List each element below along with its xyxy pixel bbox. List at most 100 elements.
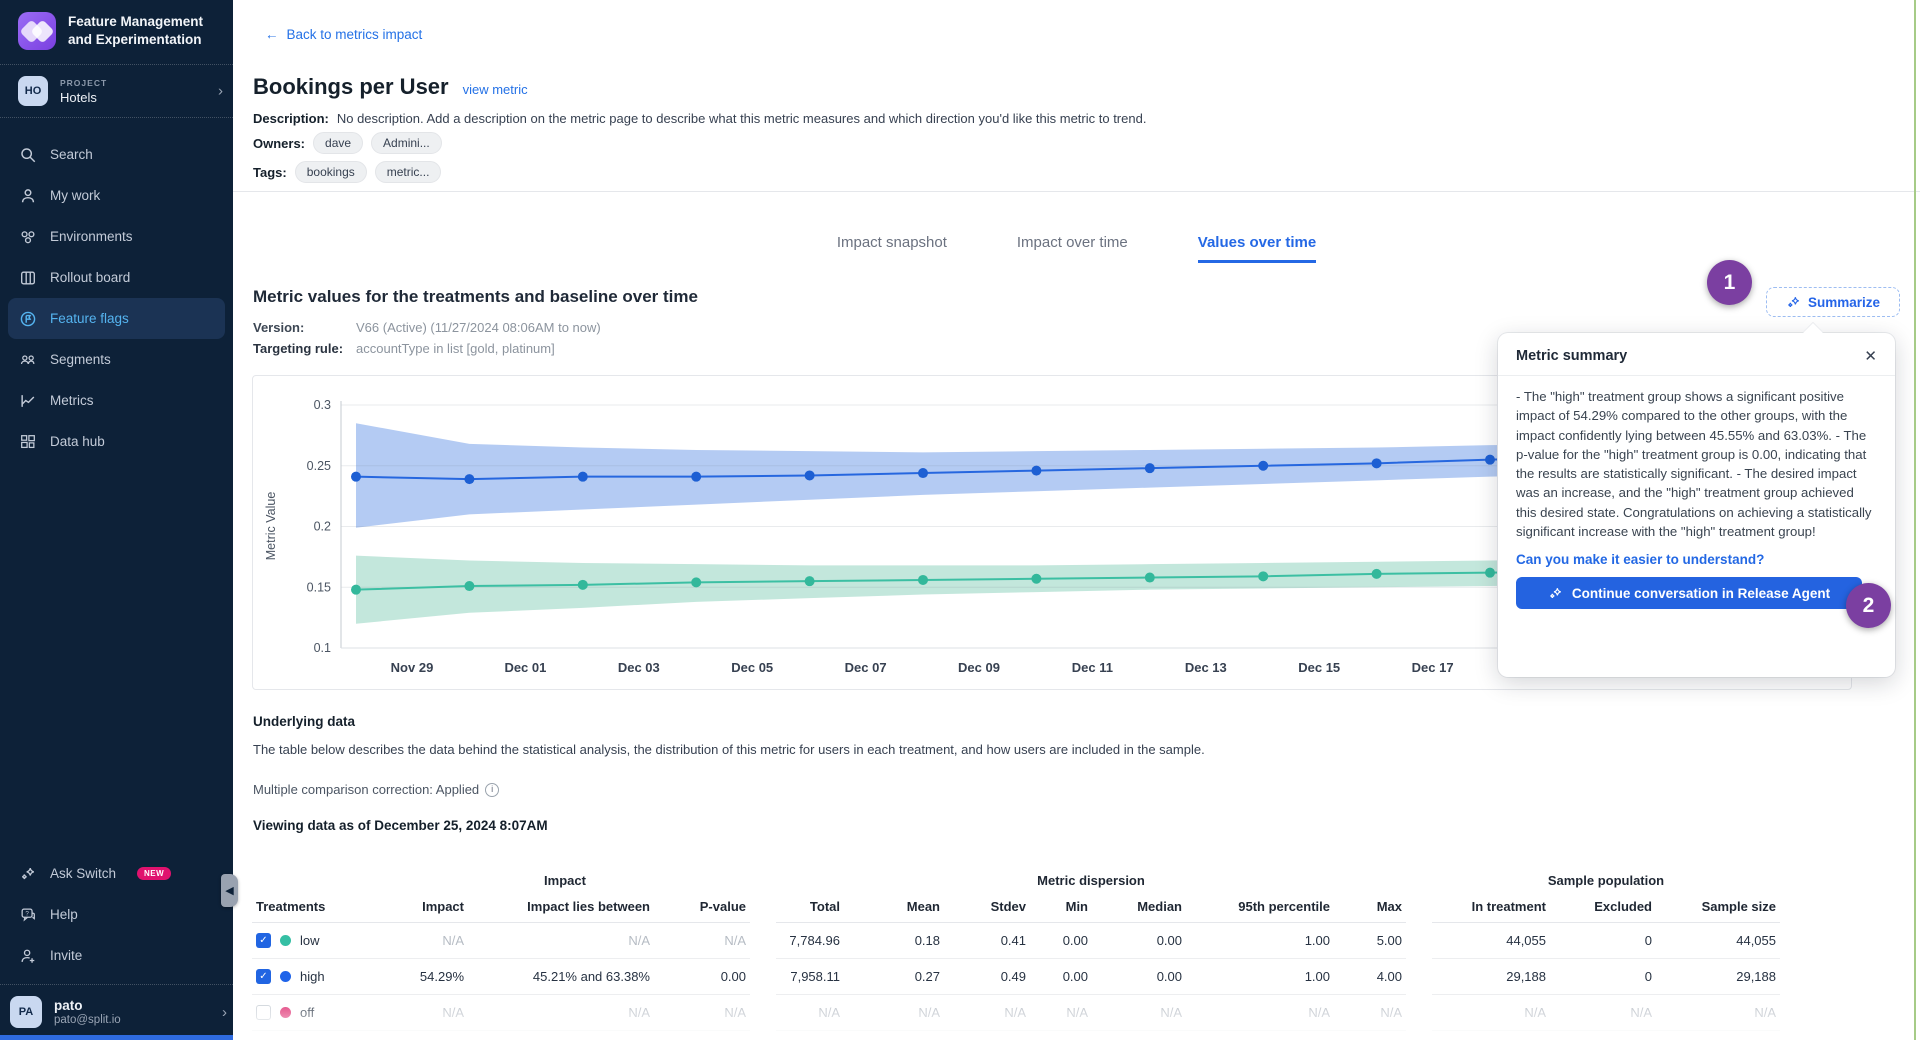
metrics-chart-icon <box>21 394 35 407</box>
table-cell: 0.41 <box>944 922 1030 959</box>
treatment-checkbox[interactable]: ✓ <box>256 968 271 984</box>
project-badge: HO <box>18 76 48 106</box>
svg-text:Metric Value: Metric Value <box>264 492 278 561</box>
sidebar-item-my-work[interactable]: My work <box>8 175 225 216</box>
table-cell: 0.00 <box>1030 958 1092 995</box>
popup-title: Metric summary <box>1516 348 1628 364</box>
table-column-header: Max <box>1334 892 1406 923</box>
table-cell: N/A <box>844 994 944 1031</box>
sidebar-nav: Search My work Environments Rollout boar… <box>8 134 225 462</box>
table-cell: 0.00 <box>1092 922 1186 959</box>
avatar: PA <box>10 996 42 1028</box>
project-switcher[interactable]: HO PROJECT Hotels › <box>0 65 233 117</box>
svg-text:Dec 13: Dec 13 <box>1185 660 1227 675</box>
treatment-checkbox[interactable] <box>256 1004 271 1020</box>
help-icon: ? <box>21 908 35 922</box>
table-cell: 45.21% and 63.38% <box>468 958 654 995</box>
table-cell: 29,188 <box>1432 958 1550 995</box>
tab-values-over-time[interactable]: Values over time <box>1197 234 1317 263</box>
owner-pill[interactable]: Admini... <box>371 132 442 154</box>
info-icon[interactable]: i <box>485 782 500 797</box>
view-metric-link[interactable]: view metric <box>462 82 528 97</box>
back-link[interactable]: ← Back to metrics impact <box>265 27 423 42</box>
sidebar-item-invite[interactable]: Invite <box>8 935 225 976</box>
data-hub-icon <box>21 434 35 448</box>
sidebar-item-feature-flags[interactable]: Feature flags <box>8 298 225 339</box>
table-cell: N/A <box>654 922 750 959</box>
new-badge: NEW <box>137 867 172 880</box>
underlying-data-heading: Underlying data <box>253 714 356 729</box>
sidebar-item-data-hub[interactable]: Data hub <box>8 421 225 462</box>
table-cell: 0 <box>1550 922 1656 959</box>
sparkle-icon <box>1550 587 1561 598</box>
tags-line: Tags: bookings metric... <box>253 161 442 183</box>
user-profile[interactable]: PA pato pato@split.io › <box>10 996 227 1028</box>
table-cell: N/A <box>944 994 1030 1031</box>
person-icon <box>21 188 35 202</box>
brand-title: Feature Management and Experimentation <box>68 13 204 47</box>
table-column-header: Total <box>776 892 844 923</box>
sidebar-item-help[interactable]: ? Help <box>8 894 225 935</box>
table-cell: 0.27 <box>844 958 944 995</box>
underlying-data-description: The table below describes the data behin… <box>253 742 1205 757</box>
tag-pill[interactable]: bookings <box>294 161 367 183</box>
table-column-header: Impact lies between <box>468 892 654 923</box>
treatment-label: low <box>300 932 320 948</box>
table-column-header: 95th percentile <box>1186 892 1334 923</box>
table-group-header: Impact <box>544 872 586 888</box>
treatment-color-dot <box>280 934 291 946</box>
table-cell: N/A <box>1186 994 1334 1031</box>
sidebar-item-segments[interactable]: Segments <box>8 339 225 380</box>
arrow-left-icon: ← <box>265 27 279 42</box>
values-over-time-chart: 0.3 0.25 0.2 0.15 0.1 Metric Value Nov 29 Dec 0… <box>264 398 1841 675</box>
owners-line: Owners: dave Admini... <box>253 132 442 154</box>
metric-summary-popup: Metric summary ✕ - The "high" treatment … <box>1498 323 1895 677</box>
chart-section-heading: Metric values for the treatments and bas… <box>253 287 698 306</box>
popup-followup-link[interactable]: Can you make it easier to understand? <box>1516 552 1765 568</box>
table-cell: 29,188 <box>1656 958 1780 995</box>
continue-conversation-button[interactable]: Continue conversation in Release Agent <box>1516 577 1862 610</box>
table-cell: N/A <box>654 994 750 1031</box>
project-name: Hotels <box>60 89 97 105</box>
owner-pill[interactable]: dave <box>313 132 364 154</box>
table-group-header: Sample population <box>1547 872 1665 888</box>
sidebar-collapse-handle[interactable]: ◀ <box>221 874 238 907</box>
table-cell: 4.00 <box>1334 958 1406 995</box>
sidebar-item-ask-switch[interactable]: Ask Switch NEW <box>8 853 225 894</box>
search-icon <box>21 147 36 162</box>
table-cell: N/A <box>1432 994 1550 1031</box>
table-cell: N/A <box>1092 994 1186 1031</box>
svg-text:Dec 03: Dec 03 <box>618 660 660 675</box>
table-cell: N/A <box>468 994 654 1031</box>
svg-text:Dec 17: Dec 17 <box>1412 660 1454 675</box>
sidebar-item-search[interactable]: Search <box>8 134 225 175</box>
sidebar-item-environments[interactable]: Environments <box>8 216 225 257</box>
segments-icon <box>20 354 35 364</box>
table-cell: N/A <box>1030 994 1092 1031</box>
table-column-header: Min <box>1030 892 1092 923</box>
tag-pill[interactable]: metric... <box>374 161 442 183</box>
treatment-checkbox[interactable]: ✓ <box>256 932 271 948</box>
tab-impact-snapshot[interactable]: Impact snapshot <box>836 234 947 251</box>
summarize-button[interactable]: Summarize <box>1766 287 1900 317</box>
sidebar-item-rollout-board[interactable]: Rollout board <box>8 257 225 298</box>
svg-text:Dec 09: Dec 09 <box>958 660 1000 675</box>
page-title: Bookings per User <box>253 74 449 99</box>
table-cell: 0.00 <box>1092 958 1186 995</box>
screen-edge-strip <box>1914 0 1916 1040</box>
table-cell: 0.18 <box>844 922 944 959</box>
table-cell: N/A <box>776 994 844 1031</box>
sidebar-item-metrics[interactable]: Metrics <box>8 380 225 421</box>
popup-summary-text: - The "high" treatment group shows a sig… <box>1516 389 1872 539</box>
close-icon[interactable]: ✕ <box>1864 348 1877 365</box>
table-cell: N/A <box>1334 994 1406 1031</box>
tab-impact-over-time[interactable]: Impact over time <box>1016 234 1128 251</box>
treatment-color-dot <box>280 970 291 982</box>
svg-text:0.2: 0.2 <box>314 520 331 534</box>
table-group-header: Metric dispersion <box>1037 872 1145 888</box>
treatment-color-dot <box>280 1006 291 1018</box>
table-column-header: Mean <box>844 892 944 923</box>
main-content: ← Back to metrics impact Bookings per Us… <box>233 0 1920 1040</box>
treatment-label: off <box>300 1004 315 1020</box>
